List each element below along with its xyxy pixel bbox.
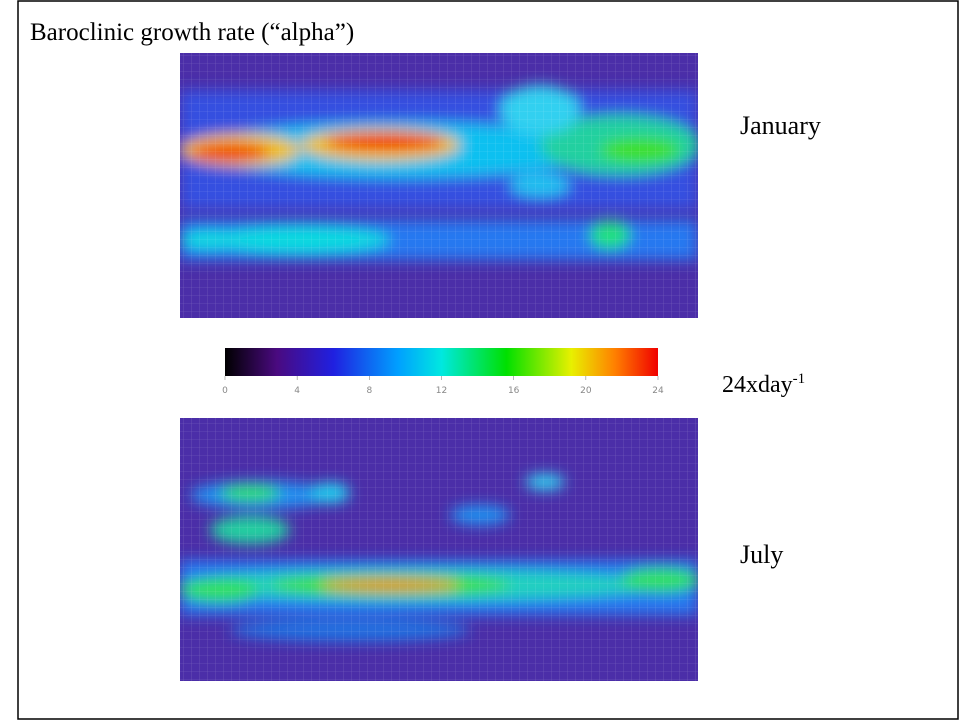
colorbar-tick-label: 12 — [436, 386, 447, 396]
january-map — [180, 53, 700, 318]
colorbar-tick-label: 0 — [222, 386, 228, 396]
colorbar-tick-label: 8 — [366, 386, 372, 396]
colorbar-ticks: 0 4 8 12 16 20 24 — [222, 376, 664, 396]
map-label: July — [740, 540, 783, 569]
unit-exponent: -1 — [793, 371, 806, 387]
colorbar-tick-label: 20 — [580, 386, 592, 396]
slide: Baroclinic growth rate (“alpha”) January… — [0, 0, 960, 721]
unit-text: 24xday — [722, 372, 793, 398]
slide-title: Baroclinic growth rate (“alpha”) — [30, 19, 354, 46]
colorbar-tick-label: 16 — [508, 386, 520, 396]
unit-label: 24xday-1 — [722, 371, 805, 398]
colorbar-tick-label: 4 — [294, 386, 300, 396]
july-map — [180, 418, 700, 681]
map-label: January — [740, 111, 821, 140]
colorbar — [225, 348, 658, 376]
colorbar-tick-label: 24 — [652, 386, 664, 396]
